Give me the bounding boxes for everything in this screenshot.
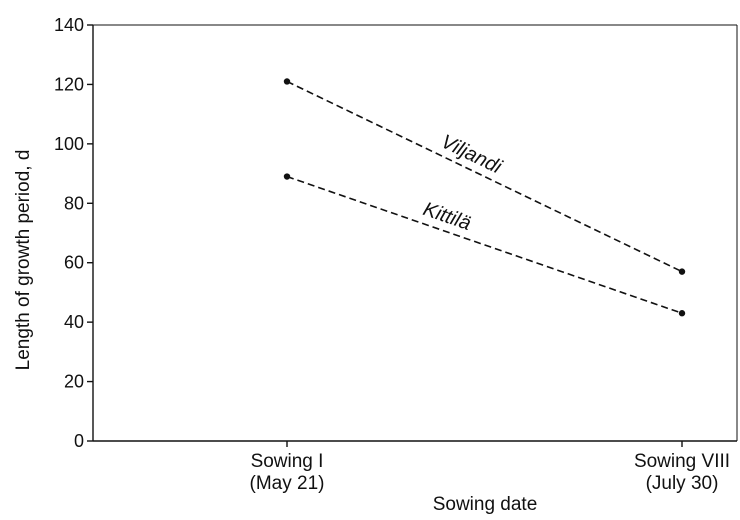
axes (92, 24, 738, 442)
data-point (678, 310, 686, 317)
x-tick-label-line: Sowing I (251, 451, 324, 472)
x-tick-label-line: (July 30) (646, 473, 719, 494)
y-tick-label: 60 (64, 253, 84, 273)
data-point (283, 173, 291, 180)
x-tick-label: Sowing VIII (July 30) (634, 451, 730, 494)
y-tick-label: 80 (64, 193, 84, 213)
y-tick-label: 100 (54, 134, 84, 154)
data-point (283, 78, 291, 85)
x-tick-label: Sowing I (May 21) (250, 451, 325, 494)
data-point (678, 268, 686, 275)
x-tick-label-line: (May 21) (250, 473, 325, 494)
data-points (283, 78, 686, 317)
series-line-0 (286, 80, 683, 273)
y-tick-label: 140 (54, 15, 84, 35)
series-lines (286, 80, 683, 314)
y-tick-label: 0 (74, 431, 84, 451)
series-label: Kittilä (420, 198, 473, 235)
y-tick-label: 20 (64, 372, 84, 392)
series-label: Viljandi (438, 131, 506, 179)
y-tick-label: 120 (54, 74, 84, 94)
series-labels: Viljandi Kittilä (420, 131, 505, 235)
y-ticks: 0 20 40 60 80 100 120 140 (54, 15, 93, 451)
series-line-1 (286, 175, 683, 314)
y-axis-label: Length of growth period, d (13, 150, 34, 371)
x-tick-label-line: Sowing VIII (634, 451, 730, 472)
x-categories: Sowing I (May 21) Sowing VIII (July 30) (250, 441, 730, 494)
y-tick-label: 40 (64, 312, 84, 332)
x-axis-label: Sowing date (433, 494, 538, 515)
